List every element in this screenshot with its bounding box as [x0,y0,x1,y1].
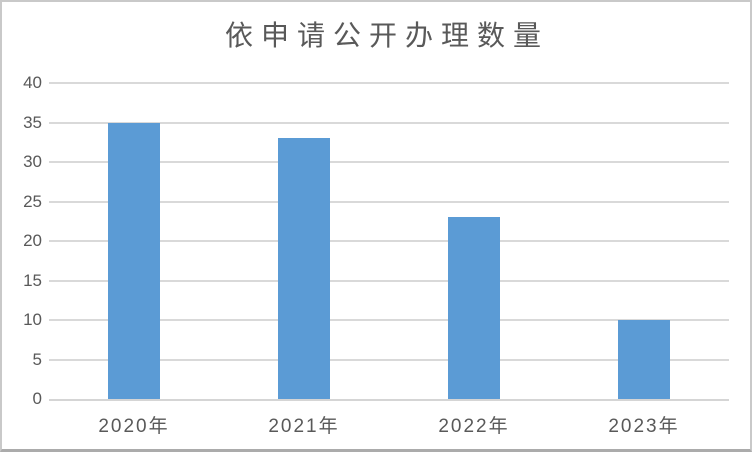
gridline-25 [49,200,729,203]
bar-2022年 [448,217,500,399]
x-tick-label-2023年: 2023年 [608,416,680,437]
y-tick-label-40: 40 [23,73,42,92]
x-tick-label-2021年: 2021年 [268,416,340,437]
plot-area [49,82,729,401]
y-tick-label-35: 35 [23,112,42,132]
y-tick-label-20: 20 [23,231,42,250]
gridline-40 [49,82,729,84]
y-tick-label-10: 10 [23,310,42,329]
gridline-15 [49,279,729,282]
bar-2023年 [618,320,670,399]
gridline-10 [49,319,729,321]
x-axis-labels: 2020年 2021年 2022年 2023年 [49,411,729,437]
y-axis-labels: 0 5 10 15 20 25 30 35 40 [2,73,42,408]
chart-title: 依申请公开办理数量 [224,20,549,51]
y-tick-label-30: 30 [23,152,42,171]
gridline-5 [49,358,729,361]
y-tick-label-0: 0 [32,389,42,408]
x-tick-label-2022年: 2022年 [438,416,510,437]
gridline-35 [49,121,729,124]
bar-2021年 [278,138,330,399]
y-tick-label-25: 25 [23,191,42,211]
x-tick-label-2020年: 2020年 [98,416,170,437]
y-tick-label-5: 5 [32,349,42,369]
y-tick-label-15: 15 [23,270,42,290]
gridline-30 [49,161,729,163]
gridline-20 [49,240,729,242]
bar-2020年 [108,122,160,399]
